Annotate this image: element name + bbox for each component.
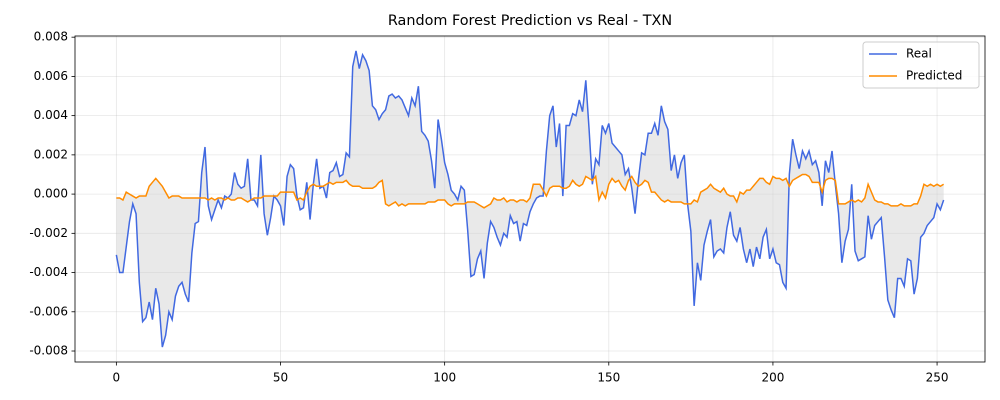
legend-label: Real [906,47,932,61]
x-tick-label: 200 [761,371,784,385]
y-tick-label: -0.008 [29,344,68,358]
chart-title: Random Forest Prediction vs Real - TXN [388,13,672,29]
y-tick-label: -0.002 [29,226,68,240]
y-tick-label: 0.006 [34,69,68,83]
x-tick-label: 50 [273,371,288,385]
x-tick-label: 250 [926,371,949,385]
y-tick-label: -0.006 [29,304,68,318]
series-line [116,173,945,209]
y-tick-label: 0.000 [34,187,68,201]
plot-frame [74,35,986,363]
y-tick-label: 0.004 [34,108,68,122]
legend: Real Predicted [862,41,980,89]
x-tick-label: 0 [113,371,121,385]
y-tick-label: 0.002 [34,147,68,161]
x-tick-label: 100 [433,371,456,385]
legend-label: Predicted [906,69,962,83]
y-tick-label: 0.008 [34,30,68,44]
y-tick-label: -0.004 [29,265,68,279]
series-line [115,50,945,348]
x-tick-label: 150 [597,371,620,385]
